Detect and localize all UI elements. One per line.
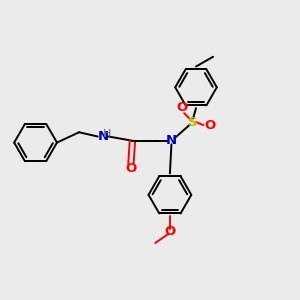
Text: S: S [188, 116, 198, 129]
Text: O: O [204, 118, 216, 132]
Text: O: O [164, 225, 175, 238]
Text: N: N [166, 134, 177, 147]
Text: N: N [98, 130, 109, 143]
Text: H: H [103, 129, 111, 139]
Text: O: O [176, 101, 188, 114]
Text: O: O [125, 161, 136, 175]
